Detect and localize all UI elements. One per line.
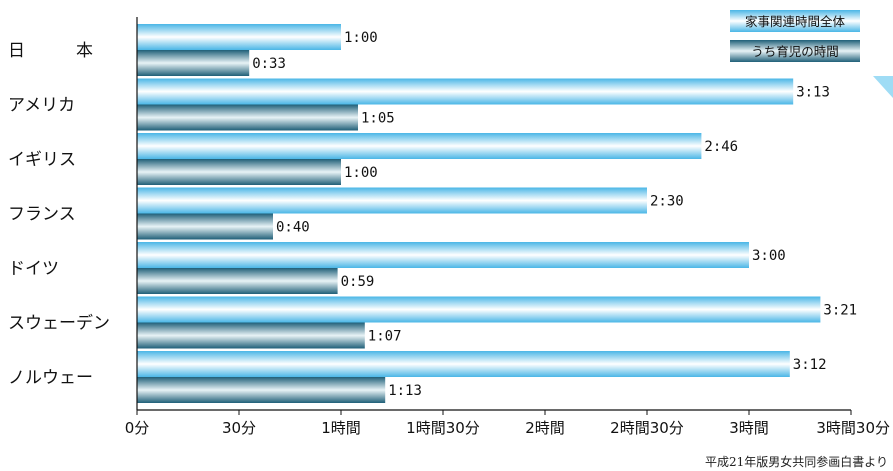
bar-total	[137, 242, 749, 268]
bar-total	[137, 133, 702, 159]
data-label-childcare: 1:05	[361, 111, 395, 127]
x-tick-label: 2時間	[525, 419, 565, 437]
category-label: スウェーデン	[8, 313, 110, 334]
data-label-childcare: 1:07	[368, 329, 402, 345]
bar-total	[137, 24, 341, 50]
x-tick-label: 30分	[222, 419, 256, 437]
x-tick-label: 3時間30分	[816, 419, 890, 437]
axes-layer: 0分 30分 1時間 1時間30分 2時間 2時間30分 3時間 3時間30分	[125, 17, 890, 437]
category-label: ドイツ	[8, 259, 59, 279]
data-label-total: 3:12	[793, 357, 827, 373]
x-tick-label: 1時間30分	[406, 419, 480, 437]
bar-total	[137, 351, 790, 377]
data-label-total: 2:46	[704, 139, 738, 155]
bar-total	[137, 187, 647, 214]
bar-childcare	[137, 268, 338, 294]
category-label: イギリス	[8, 150, 76, 170]
data-label-total: 2:30	[650, 194, 684, 210]
legend-label-childcare: うち育児の時間	[751, 44, 839, 59]
legend-label-total: 家事関連時間全体	[745, 14, 846, 29]
data-label-total: 3:13	[796, 85, 830, 101]
data-label-total: 3:00	[752, 248, 786, 264]
bar-childcare	[137, 159, 341, 185]
source-note: 平成21年版男女共同参画白書より	[705, 454, 888, 469]
category-label: フランス	[8, 205, 76, 225]
bar-childcare	[137, 104, 358, 131]
legend-swatch-childcare	[730, 40, 860, 62]
bar-childcare	[137, 50, 250, 76]
corner-decoration	[873, 76, 893, 98]
data-label-childcare: 0:33	[252, 56, 286, 72]
x-tick-label: 0分	[125, 419, 150, 437]
category-label: アメリカ	[8, 96, 75, 116]
data-label-childcare: 0:40	[276, 220, 310, 236]
data-label-childcare: 1:00	[344, 165, 378, 181]
data-label-childcare: 0:59	[341, 274, 375, 290]
legend-swatch-total	[730, 10, 860, 32]
bar-total	[137, 296, 821, 323]
bar-childcare	[137, 322, 365, 349]
bars-layer: 日 本 1:00 0:33 アメリカ 3:13 1:05 イギリス 2:46 1:00 フランス 2…	[8, 24, 857, 403]
category-label: 日 本	[8, 41, 93, 61]
x-tick-label: 3時間	[729, 419, 769, 437]
data-label-total: 3:21	[823, 303, 857, 319]
category-label: ノルウェー	[8, 368, 93, 388]
bar-total	[137, 78, 794, 105]
bar-childcare	[137, 377, 386, 403]
x-tick-label: 2時間30分	[610, 419, 684, 437]
x-tick-label: 1時間	[321, 419, 361, 437]
bar-childcare	[137, 213, 273, 240]
legend: 家事関連時間全体 うち育児の時間	[730, 10, 860, 62]
data-label-total: 1:00	[344, 30, 378, 46]
data-label-childcare: 1:13	[388, 383, 422, 399]
